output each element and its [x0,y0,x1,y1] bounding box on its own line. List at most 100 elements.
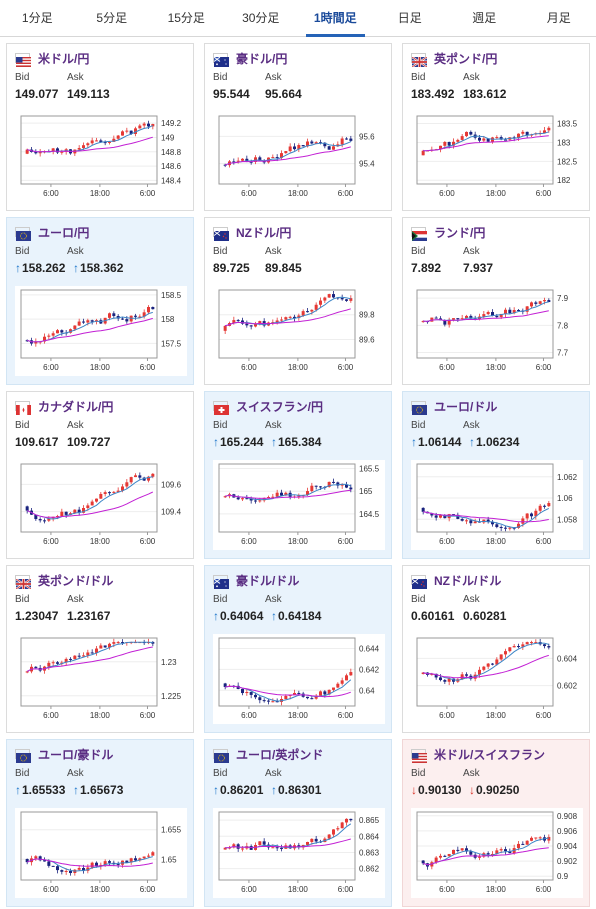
pair-name[interactable]: ユーロ/英ポンド [236,747,324,762]
y-tick-label: 1.06 [557,494,573,503]
tab-0[interactable]: 1分足 [21,11,53,25]
up-arrow-icon: ↑ [73,783,79,797]
rate-card[interactable]: ユーロ/豪ドル Bid Ask ↑1.65533 ↑1.65673 1.655 1… [6,739,194,907]
tab-3[interactable]: 30分足 [242,11,280,25]
long-ma-line [423,135,549,152]
chart-svg: 1.23 1.225 6:00 18:00 6:00 [15,634,187,724]
pair-name[interactable]: 米ドル/スイスフラン [434,747,545,762]
ask-value: ↓0.90250 [469,783,520,797]
eu-flag-icon [15,227,31,241]
candle-body [443,855,447,857]
rate-card[interactable]: カナダドル/円 Bid Ask 109.617 109.727 109.6 109… [6,391,194,559]
candle-body [129,477,133,483]
tab-2[interactable]: 15分足 [167,11,205,25]
candle-body [86,505,90,508]
pair-name[interactable]: カナダドル/円 [38,399,114,414]
candle-body [310,309,314,312]
candle-body [310,698,314,700]
rate-card[interactable]: NZドル/円 Bid Ask 89.725 89.845 89.8 89.6 6:0… [204,217,392,385]
candle-body [439,145,442,150]
candle-body [512,310,516,314]
ask-label: Ask [67,420,84,431]
x-tick-label: 18:00 [90,711,111,720]
plot-frame [218,115,356,185]
short-ma-line [26,641,153,672]
long-ma-line [27,136,153,153]
candle-body [447,319,451,325]
candle-body [232,844,236,848]
candle-body [90,320,94,322]
y-tick-label: 148.4 [161,176,182,185]
rate-card[interactable]: 豪ドル/ドル Bid Ask ↑0.64064 ↑0.64184 0.644 0.… [204,565,392,733]
up-arrow-icon: ↑ [271,435,277,449]
rate-card[interactable]: 米ドル/円 Bid Ask 149.077 149.113 149.2 149 14… [6,43,194,211]
candle-body [297,692,301,694]
candle-body [469,520,473,524]
pair-name[interactable]: ユーロ/円 [38,225,90,240]
candle-body [297,495,301,497]
candle-body [47,335,51,337]
tab-6[interactable]: 週足 [472,11,497,25]
candle-body [284,695,288,700]
y-tick-label: 1.23 [161,658,177,667]
rate-card[interactable]: ランド/円 Bid Ask 7.892 7.937 7.9 7.8 7.7 6:00 1… [402,217,590,385]
pair-name[interactable]: ユーロ/ドル [434,399,498,414]
pair-name[interactable]: 豪ドル/円 [236,51,288,66]
pair-name[interactable]: スイスフラン/円 [236,399,323,414]
candle-body [530,513,533,517]
x-tick-label: 6:00 [140,885,156,894]
rate-card[interactable]: 英ポンド/ドル Bid Ask 1.23047 1.23167 1.23 1.22… [6,565,194,733]
candle-body [241,498,244,500]
y-tick-label: 1.058 [557,515,578,524]
pair-name[interactable]: NZドル/円 [236,225,292,240]
rate-card[interactable]: ユーロ/英ポンド Bid Ask ↑0.86201 ↑0.86301 0.865… [204,739,392,907]
tab-1[interactable]: 5分足 [96,11,128,25]
chart-svg: 149.2 149 148.8 148.6 148.4 6:00 18:00 6:00 [15,112,187,202]
y-tick-label: 1.655 [161,826,182,835]
rate-card[interactable]: 豪ドル/円 Bid Ask 95.544 95.664 95.6 95.4 6:00… [204,43,392,211]
candle-body [421,507,425,512]
candle-body [25,858,29,863]
candle-body [60,330,64,333]
price-chart: 1.062 1.06 1.058 6:00 18:00 6:00 [411,460,583,550]
rate-card[interactable]: NZドル/ドル Bid Ask 0.60161 0.60281 0.604 0.6… [402,565,590,733]
candle-body [421,860,425,864]
long-ma-line [26,646,153,672]
x-tick-label: 18:00 [486,363,507,372]
candle-body [499,313,503,318]
pair-name[interactable]: ランド/円 [434,225,486,240]
rate-card[interactable]: ユーロ/円 Bid Ask ↑158.262 ↑158.362 158.5 158… [6,217,194,385]
pair-name[interactable]: NZドル/ドル [434,573,502,588]
tab-7[interactable]: 月足 [546,11,571,25]
candle-body [336,482,340,486]
ask-value: 183.612 [463,87,507,101]
bid-value: 1.23047 [15,609,59,623]
candle-body [491,312,494,316]
tab-4[interactable]: 1時間足 [298,0,373,37]
chart-svg: 165.5 165 164.5 6:00 18:00 6:00 [213,460,385,550]
candle-body [64,511,68,515]
plot-frame [218,637,356,707]
pair-name[interactable]: 豪ドル/ドル [236,573,300,588]
candle-body [306,696,309,699]
rate-card[interactable]: スイスフラン/円 Bid Ask ↑165.244 ↑165.384 165.5… [204,391,392,559]
rate-card[interactable]: 米ドル/スイスフラン Bid Ask ↓0.90130 ↓0.90250 0.9… [402,739,590,907]
pair-name[interactable]: 米ドル/円 [38,51,90,66]
candle-body [495,315,499,318]
pair-name[interactable]: 英ポンド/ドル [38,573,114,588]
tab-5[interactable]: 日足 [397,11,422,25]
rate-card[interactable]: ユーロ/ドル Bid Ask ↑1.06144 ↑1.06234 1.062 1.… [402,391,590,559]
pair-name[interactable]: 英ポンド/円 [434,51,498,66]
rate-card[interactable]: 英ポンド/円 Bid Ask 183.492 183.612 183.5 183 1… [402,43,590,211]
candle-body [491,853,494,855]
pair-name[interactable]: ユーロ/豪ドル [38,747,114,762]
bid-value: ↑165.244 [213,435,264,449]
candle-body [95,862,98,867]
candle-body [288,146,292,152]
ask-value: 149.113 [67,87,110,101]
candle-body [77,655,81,657]
candle-body [38,856,42,861]
candle-body [306,491,309,495]
candle-body [465,315,468,319]
candle-body [147,307,150,313]
